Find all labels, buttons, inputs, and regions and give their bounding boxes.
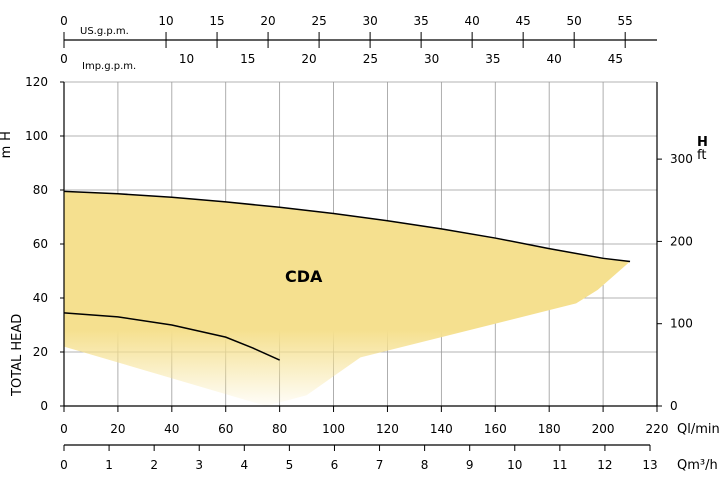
x-axis-tick-label: 200 (592, 422, 615, 436)
left-axis-tick-label: 60 (33, 237, 48, 251)
x-axis-tick-label: 20 (110, 422, 125, 436)
x-axis-tick-label: 180 (538, 422, 561, 436)
us-gpm-tick-label: 40 (464, 14, 479, 28)
series-label: CDA (285, 267, 323, 286)
imp-gpm-tick-label: 30 (424, 52, 439, 66)
right-axis-unit-bottom: ft (697, 148, 706, 163)
right-axis-tick-label: 100 (670, 317, 693, 331)
x-axis-tick-label: 140 (430, 422, 453, 436)
us-gpm-tick-label: 15 (209, 14, 224, 28)
us-gpm-tick-label: 30 (362, 14, 377, 28)
left-axis-tick-label: 80 (33, 183, 48, 197)
axes (60, 32, 662, 451)
imp-gpm-tick-label: 35 (485, 52, 500, 66)
right-axis-tick-label: 200 (670, 234, 693, 248)
us-gpm-tick-label: 20 (260, 14, 275, 28)
x-axis-tick-label: 100 (322, 422, 345, 436)
left-axis-tick-label: 100 (25, 129, 48, 143)
m3h-axis-tick-label: 11 (552, 458, 567, 472)
left-axis-tick-label: 20 (33, 345, 48, 359)
imp-gpm-tick-label: 25 (363, 52, 378, 66)
left-axis-tick-label: 120 (25, 75, 48, 89)
us-gpm-tick-label: 0 (60, 14, 68, 28)
imp-gpm-tick-label: 45 (608, 52, 623, 66)
imp-gpm-tick-label: 15 (240, 52, 255, 66)
us-gpm-tick-label: 45 (516, 14, 531, 28)
top-axis-imp-unit: Imp.g.p.m. (82, 61, 136, 72)
lower-performance-curve (63, 312, 280, 361)
us-gpm-tick-label: 25 (311, 14, 326, 28)
m3h-axis-tick-label: 2 (150, 458, 158, 472)
us-gpm-tick-label: 35 (413, 14, 428, 28)
m3h-axis-tick-label: 3 (195, 458, 203, 472)
m3h-axis-tick-label: 6 (331, 458, 339, 472)
m3h-axis-tick-label: 4 (240, 458, 248, 472)
m3h-axis-tick-label: 13 (642, 458, 657, 472)
m3h-axis-tick-label: 10 (507, 458, 522, 472)
m3h-axis-tick-label: 5 (286, 458, 294, 472)
right-axis-unit-top: H (697, 135, 708, 150)
right-axis-tick-label: 0 (670, 399, 678, 413)
left-axis-unit-bottom: m (0, 146, 14, 159)
x-axis-tick-label: 40 (164, 422, 179, 436)
x-axis-tick-label: 120 (376, 422, 399, 436)
performance-curves (63, 190, 631, 361)
operating-area (64, 191, 631, 406)
imp-gpm-tick-label: 10 (179, 52, 194, 66)
imp-gpm-tick-label: 20 (301, 52, 316, 66)
x-axis-tick-label: 0 (60, 422, 68, 436)
m3h-axis-tick-label: 1 (105, 458, 113, 472)
x-axis-tick-label: 60 (218, 422, 233, 436)
x-axis-tick-label: 160 (484, 422, 507, 436)
us-gpm-tick-label: 55 (618, 14, 633, 28)
x-axis-tick-label: 220 (646, 422, 669, 436)
imp-gpm-tick-label: 40 (547, 52, 562, 66)
x-axis-lmin-unit: Ql/min (677, 422, 720, 437)
m3h-axis-tick-label: 12 (597, 458, 612, 472)
imp-gpm-tick-label: 0 (60, 52, 68, 66)
x-axis-m3h-unit: Qm³/h (677, 458, 718, 473)
m3h-axis-tick-label: 7 (376, 458, 384, 472)
left-axis-unit-top: H (0, 131, 14, 141)
left-axis-tick-label: 40 (33, 291, 48, 305)
us-gpm-tick-label: 10 (158, 14, 173, 28)
upper-performance-curve (63, 190, 631, 263)
m3h-axis-tick-label: 0 (60, 458, 68, 472)
left-axis-tick-label: 0 (40, 399, 48, 413)
right-axis-tick-label: 300 (670, 152, 693, 166)
us-gpm-tick-label: 50 (567, 14, 582, 28)
m3h-axis-tick-label: 9 (466, 458, 474, 472)
operating-area-fill (64, 191, 631, 406)
x-axis-tick-label: 80 (272, 422, 287, 436)
top-axis-us-unit: US.g.p.m. (80, 26, 129, 37)
left-axis-title: TOTAL HEAD (10, 314, 25, 397)
m3h-axis-tick-label: 8 (421, 458, 429, 472)
